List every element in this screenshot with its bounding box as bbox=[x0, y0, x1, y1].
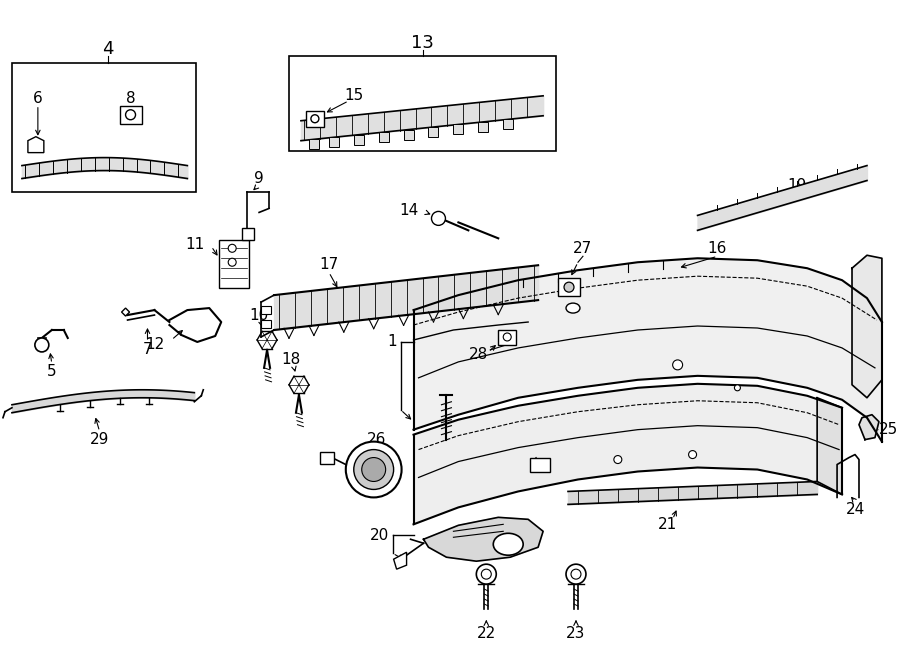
Text: 13: 13 bbox=[411, 34, 434, 52]
Circle shape bbox=[564, 282, 574, 292]
Bar bbox=[289, 56, 556, 151]
Text: 29: 29 bbox=[90, 432, 109, 447]
Polygon shape bbox=[503, 120, 513, 130]
Bar bbox=[12, 63, 196, 192]
Polygon shape bbox=[817, 398, 842, 494]
Text: 8: 8 bbox=[126, 91, 135, 106]
Text: 12: 12 bbox=[145, 338, 165, 352]
Polygon shape bbox=[478, 122, 489, 132]
Bar bbox=[558, 278, 580, 296]
Polygon shape bbox=[424, 518, 543, 561]
Circle shape bbox=[431, 212, 446, 225]
Text: 6: 6 bbox=[33, 91, 42, 106]
Circle shape bbox=[35, 338, 49, 352]
Text: 24: 24 bbox=[845, 502, 865, 517]
Text: 27: 27 bbox=[573, 241, 592, 256]
Circle shape bbox=[688, 451, 697, 459]
Circle shape bbox=[566, 564, 586, 584]
Bar bbox=[261, 320, 271, 328]
Text: 26: 26 bbox=[367, 432, 386, 447]
Polygon shape bbox=[454, 124, 464, 134]
Circle shape bbox=[362, 457, 385, 481]
Circle shape bbox=[126, 110, 136, 120]
Bar bbox=[120, 106, 141, 124]
Text: 4: 4 bbox=[102, 40, 113, 58]
Bar bbox=[220, 241, 249, 288]
Text: 23: 23 bbox=[566, 627, 586, 641]
Text: 5: 5 bbox=[47, 364, 57, 379]
Text: 17: 17 bbox=[320, 256, 338, 272]
Bar bbox=[499, 330, 517, 345]
Bar bbox=[306, 111, 324, 127]
Polygon shape bbox=[28, 137, 44, 153]
Text: 25: 25 bbox=[879, 422, 898, 437]
Text: 1: 1 bbox=[387, 334, 397, 350]
Circle shape bbox=[614, 455, 622, 463]
Circle shape bbox=[346, 442, 401, 498]
Bar bbox=[261, 306, 271, 314]
Ellipse shape bbox=[566, 303, 580, 313]
Text: 14: 14 bbox=[400, 203, 419, 218]
Bar bbox=[242, 228, 254, 241]
Polygon shape bbox=[859, 414, 879, 440]
Circle shape bbox=[734, 385, 741, 391]
Bar bbox=[530, 457, 550, 471]
Polygon shape bbox=[122, 308, 130, 316]
Text: 18: 18 bbox=[282, 352, 301, 368]
Circle shape bbox=[503, 333, 511, 341]
Polygon shape bbox=[403, 130, 414, 139]
Text: 9: 9 bbox=[254, 171, 264, 186]
Polygon shape bbox=[852, 255, 882, 398]
Polygon shape bbox=[379, 132, 389, 142]
Text: 3: 3 bbox=[548, 452, 558, 467]
Circle shape bbox=[571, 569, 581, 579]
Circle shape bbox=[229, 258, 236, 266]
Polygon shape bbox=[354, 135, 364, 145]
Polygon shape bbox=[414, 384, 842, 524]
Polygon shape bbox=[309, 139, 319, 149]
Text: 16: 16 bbox=[707, 241, 727, 256]
Ellipse shape bbox=[493, 533, 523, 555]
Text: 7: 7 bbox=[143, 342, 152, 358]
Text: 10: 10 bbox=[249, 307, 269, 323]
Circle shape bbox=[229, 245, 236, 253]
Text: 20: 20 bbox=[369, 527, 389, 543]
Text: 19: 19 bbox=[788, 178, 807, 193]
Bar bbox=[320, 451, 334, 463]
Polygon shape bbox=[414, 258, 882, 442]
Circle shape bbox=[672, 360, 682, 370]
Polygon shape bbox=[393, 552, 407, 569]
Text: 11: 11 bbox=[185, 237, 204, 252]
Text: 2: 2 bbox=[434, 382, 444, 397]
Polygon shape bbox=[428, 127, 438, 137]
Circle shape bbox=[310, 115, 319, 123]
Text: 28: 28 bbox=[469, 348, 489, 362]
Circle shape bbox=[354, 449, 393, 489]
Circle shape bbox=[482, 569, 491, 579]
Text: 15: 15 bbox=[344, 89, 364, 103]
Polygon shape bbox=[328, 137, 338, 147]
Text: 22: 22 bbox=[477, 627, 496, 641]
Text: 21: 21 bbox=[658, 517, 678, 532]
Circle shape bbox=[476, 564, 496, 584]
